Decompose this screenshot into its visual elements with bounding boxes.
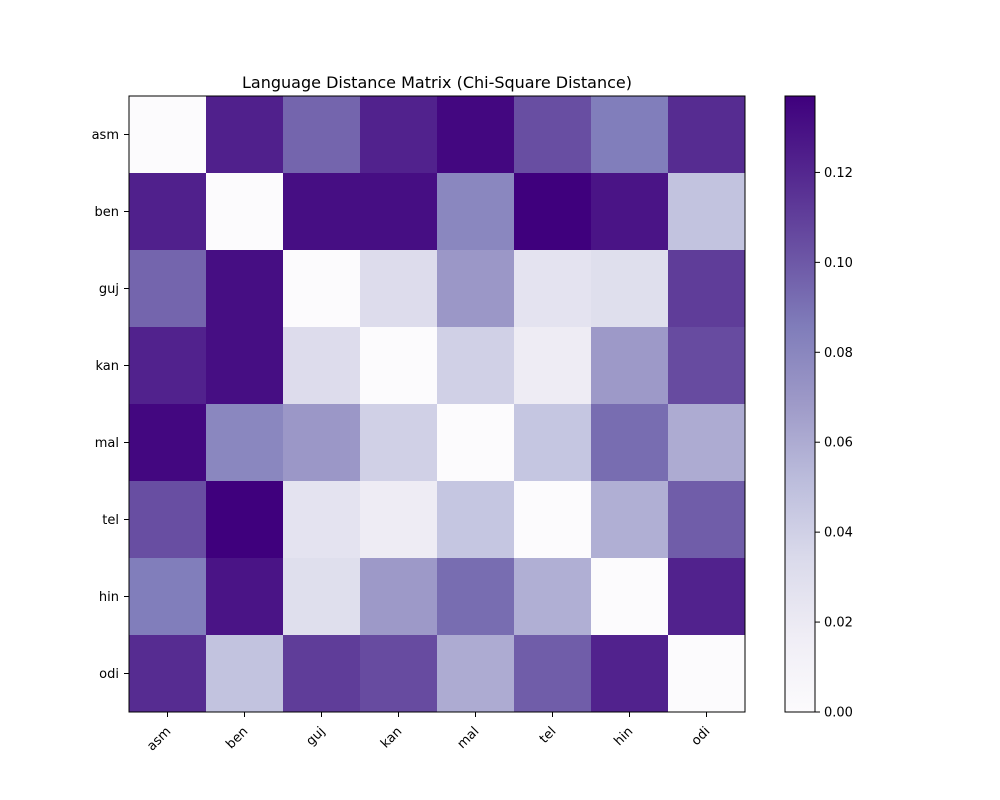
heatmap-cell-kan-tel: [514, 327, 592, 405]
y-tick-label-mal: mal: [95, 436, 119, 451]
heatmap-cell-hin-guj: [283, 558, 361, 636]
heatmap-cell-odi-guj: [283, 635, 361, 713]
x-tick-label-tel: tel: [537, 724, 559, 746]
heatmap-cell-kan-kan: [360, 327, 438, 405]
heatmap-cell-guj-tel: [514, 250, 592, 328]
heatmap-cell-kan-hin: [591, 327, 669, 405]
colorbar-tick-label: 0.10: [824, 256, 853, 271]
heatmap-cell-ben-odi: [668, 173, 746, 251]
heatmap-cell-mal-hin: [591, 404, 669, 482]
heatmap-cell-hin-ben: [206, 558, 284, 636]
heatmap-cell-ben-mal: [437, 173, 515, 251]
heatmap-cell-tel-hin: [591, 481, 669, 559]
heatmap-cell-asm-guj: [283, 96, 361, 174]
heatmap-cell-asm-odi: [668, 96, 746, 174]
heatmap-cell-mal-mal: [437, 404, 515, 482]
x-tick-label-kan: kan: [378, 724, 405, 751]
y-tick-label-guj: guj: [99, 282, 119, 297]
heatmap-cell-guj-hin: [591, 250, 669, 328]
x-tick-label-hin: hin: [612, 724, 637, 749]
y-tick-label-tel: tel: [102, 513, 119, 528]
plot-frame: [128, 95, 746, 713]
y-tick-label-odi: odi: [99, 667, 119, 682]
heatmap-cell-mal-odi: [668, 404, 746, 482]
heatmap-cell-mal-ben: [206, 404, 284, 482]
heatmap-cell-tel-kan: [360, 481, 438, 559]
colorbar-fill: [785, 96, 815, 712]
heatmap-cell-asm-mal: [437, 96, 515, 174]
heatmap-cell-guj-ben: [206, 250, 284, 328]
heatmap-cell-ben-asm: [129, 173, 207, 251]
colorbar: 0.00 0.02 0.04 0.06 0.08 0.10 0.12: [784, 95, 853, 721]
heatmap-cell-odi-asm: [129, 635, 207, 713]
heatmap-cell-tel-asm: [129, 481, 207, 559]
y-tick-label-ben: ben: [95, 205, 120, 220]
x-tick-label-ben: ben: [223, 724, 251, 752]
heatmap-cell-asm-kan: [360, 96, 438, 174]
colorbar-tick-label: 0.08: [824, 346, 853, 361]
heatmap-cell-odi-ben: [206, 635, 284, 713]
y-tick-label-kan: kan: [95, 359, 119, 374]
chart-title: Language Distance Matrix (Chi-Square Dis…: [242, 73, 632, 92]
y-tick-label-hin: hin: [99, 590, 119, 605]
heatmap-cell-guj-asm: [129, 250, 207, 328]
heatmap-cell-ben-hin: [591, 173, 669, 251]
x-tick-label-odi: odi: [689, 724, 714, 749]
heatmap-cell-asm-asm: [129, 96, 207, 174]
heatmap-cell-guj-guj: [283, 250, 361, 328]
heatmap-cell-guj-mal: [437, 250, 515, 328]
heatmap-cell-tel-mal: [437, 481, 515, 559]
heatmap-cell-odi-mal: [437, 635, 515, 713]
heatmap-cell-tel-tel: [514, 481, 592, 559]
colorbar-ticks: 0.00 0.02 0.04 0.06 0.08 0.10 0.12: [815, 166, 853, 721]
heatmap-cell-kan-mal: [437, 327, 515, 405]
heatmap-cell-hin-mal: [437, 558, 515, 636]
heatmap-cell-ben-ben: [206, 173, 284, 251]
x-axis: asm ben guj kan mal tel hin odi: [144, 712, 713, 754]
heatmap-cell-tel-odi: [668, 481, 746, 559]
heatmap-cell-odi-kan: [360, 635, 438, 713]
heatmap-cell-hin-odi: [668, 558, 746, 636]
heatmap-cell-mal-tel: [514, 404, 592, 482]
heatmap-cell-asm-ben: [206, 96, 284, 174]
y-axis: asm ben guj kan mal tel hin odi: [92, 128, 129, 682]
x-tick-label-asm: asm: [144, 724, 174, 754]
heatmap-cell-hin-kan: [360, 558, 438, 636]
colorbar-tick-label: 0.06: [824, 436, 853, 451]
heatmap-cell-guj-kan: [360, 250, 438, 328]
heatmap-cells: [129, 96, 746, 713]
heatmap-cell-hin-asm: [129, 558, 207, 636]
heatmap-cell-guj-odi: [668, 250, 746, 328]
colorbar-tick-label: 0.04: [824, 526, 853, 541]
heatmap-cell-mal-guj: [283, 404, 361, 482]
heatmap-cell-kan-asm: [129, 327, 207, 405]
heatmap-cell-tel-guj: [283, 481, 361, 559]
x-tick-label-guj: guj: [304, 724, 329, 749]
heatmap-cell-ben-tel: [514, 173, 592, 251]
colorbar-tick-label: 0.12: [824, 166, 853, 181]
heatmap-cell-tel-ben: [206, 481, 284, 559]
heatmap-cell-kan-ben: [206, 327, 284, 405]
y-tick-label-asm: asm: [92, 128, 119, 143]
heatmap-cell-ben-kan: [360, 173, 438, 251]
heatmap-cell-kan-guj: [283, 327, 361, 405]
heatmap-cell-ben-guj: [283, 173, 361, 251]
x-tick-label-mal: mal: [455, 724, 483, 752]
colorbar-tick-label: 0.02: [824, 616, 853, 631]
heatmap-cell-hin-hin: [591, 558, 669, 636]
colorbar-frame: [784, 95, 816, 713]
heatmap-cell-mal-asm: [129, 404, 207, 482]
colorbar-tick-label: 0.00: [824, 706, 853, 721]
heatmap-cell-odi-hin: [591, 635, 669, 713]
heatmap-cell-odi-odi: [668, 635, 746, 713]
heatmap-cell-odi-tel: [514, 635, 592, 713]
heatmap-cell-asm-hin: [591, 96, 669, 174]
heatmap-cell-asm-tel: [514, 96, 592, 174]
heatmap-cell-kan-odi: [668, 327, 746, 405]
heatmap-cell-hin-tel: [514, 558, 592, 636]
heatmap-cell-mal-kan: [360, 404, 438, 482]
